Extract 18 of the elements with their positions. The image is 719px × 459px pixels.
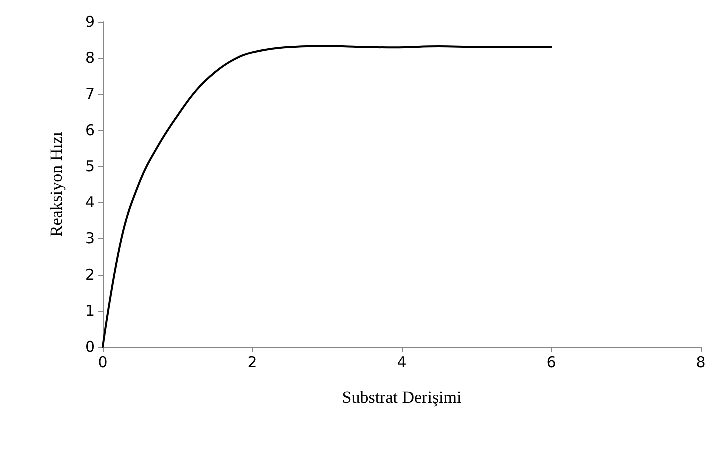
y-tick-label: 4: [85, 194, 95, 212]
y-tick-label: 9: [85, 13, 95, 31]
x-axis-title: Substrat Derişimi: [342, 388, 462, 407]
y-tick-label: 8: [85, 49, 95, 68]
x-tick-label: 0: [98, 354, 108, 372]
x-tick-label: 4: [397, 354, 407, 372]
y-tick-label: 7: [85, 85, 95, 104]
x-tick-label: 2: [248, 354, 258, 372]
line-series: [102, 45, 552, 348]
y-axis-title: Reaksiyon Hızı: [47, 132, 66, 238]
x-tick-label: 6: [546, 354, 556, 372]
y-tick-label: 0: [85, 338, 95, 356]
x-tick-label: 8: [696, 354, 706, 372]
y-tick-label: 3: [85, 230, 95, 248]
y-tick-label: 5: [85, 157, 95, 176]
y-tick-label: 1: [85, 302, 95, 320]
y-tick-label: 2: [85, 266, 95, 284]
y-tick-label: 6: [85, 121, 95, 140]
